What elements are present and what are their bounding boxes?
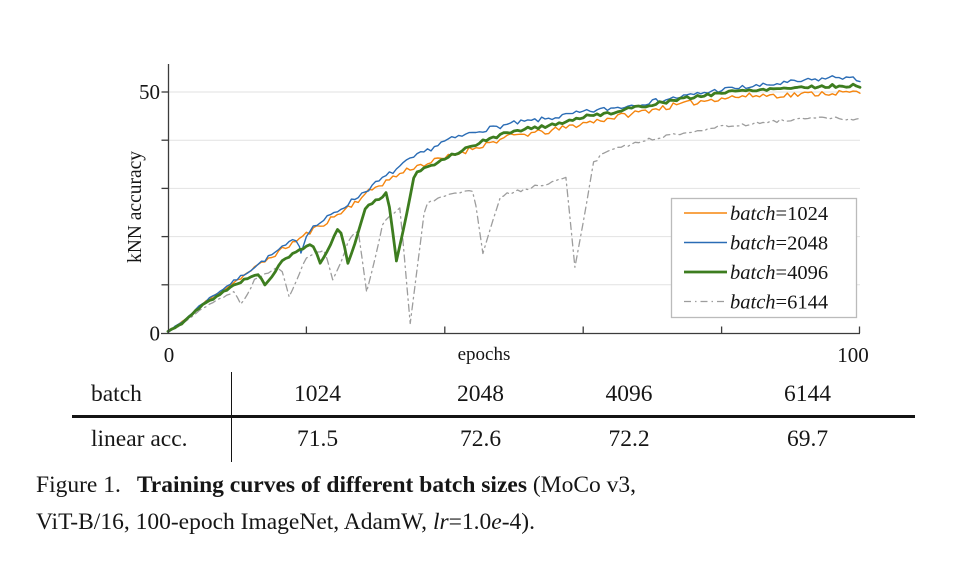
- linear-acc-table: batch 1024 2048 4096 6144 linear acc. 71…: [72, 372, 915, 462]
- caption-e: e: [491, 509, 502, 535]
- legend: batch=1024 batch=2048 batch=4096 batch=6…: [670, 197, 858, 319]
- caption-line2-text: ViT-B/16, 100-epoch ImageNet, AdamW,: [36, 509, 433, 535]
- curves: [166, 75, 862, 333]
- y-axis-title: kNN accuracy: [125, 151, 146, 263]
- table-value-row: linear acc. 71.5 72.6 72.2 69.7: [72, 416, 915, 462]
- table-col-4096: 4096: [605, 380, 653, 407]
- curve-batch=2048: [167, 75, 861, 333]
- table-col-6144: 6144: [784, 380, 831, 407]
- table-header-row: batch 1024 2048 4096 6144: [72, 372, 915, 416]
- linear-acc-6144: 69.7: [786, 425, 829, 452]
- table-col-2048: 2048: [457, 380, 504, 407]
- caption-eq: =1.0: [448, 509, 492, 535]
- y-tick-label-0: 0: [150, 322, 161, 346]
- legend-label-batch-4096: batch=4096: [730, 262, 828, 284]
- caption-line-1: Figure 1. Training curves of different ba…: [36, 467, 950, 504]
- x-axis-title: epochs: [458, 344, 511, 365]
- curve-batch=1024: [167, 89, 861, 333]
- legend-label-batch-2048: batch=2048: [730, 233, 828, 255]
- caption-lr: lr: [432, 509, 449, 535]
- curve-batch=6144: [167, 116, 861, 333]
- linear-acc-4096: 72.2: [608, 425, 650, 452]
- table-rule: [72, 415, 915, 418]
- caption-line-2: ViT-B/16, 100-epoch ImageNet, AdamW, lr=…: [36, 504, 950, 541]
- linear-acc-2048: 72.6: [459, 425, 502, 452]
- training-curves-chart: 50 0 0 100 epochs kNN accuracy batch=102…: [125, 64, 869, 367]
- caption-figure-label: Figure 1.: [36, 472, 121, 498]
- table-col-1024: 1024: [294, 380, 341, 407]
- caption-tail: -4).: [501, 509, 535, 535]
- legend-box: [670, 197, 858, 319]
- legend-label-batch-6144: batch=6144: [730, 292, 828, 314]
- figure-caption: Figure 1. Training curves of different ba…: [36, 467, 950, 541]
- axes: [161, 64, 861, 335]
- y-tick-label-50: 50: [139, 80, 160, 104]
- table-row-label-linear-acc: linear acc.: [72, 416, 232, 462]
- linear-acc-1024: 71.5: [296, 425, 339, 452]
- x-tick-label-100: 100: [837, 343, 869, 367]
- table-header-batch: batch: [72, 372, 232, 416]
- x-tick-label-0: 0: [164, 343, 175, 367]
- curve-batch=4096: [166, 82, 862, 333]
- caption-bold-title: Training curves of different batch sizes: [136, 472, 527, 498]
- legend-label-batch-1024: batch=1024: [730, 203, 828, 225]
- caption-line1-tail: (MoCo v3,: [532, 472, 636, 498]
